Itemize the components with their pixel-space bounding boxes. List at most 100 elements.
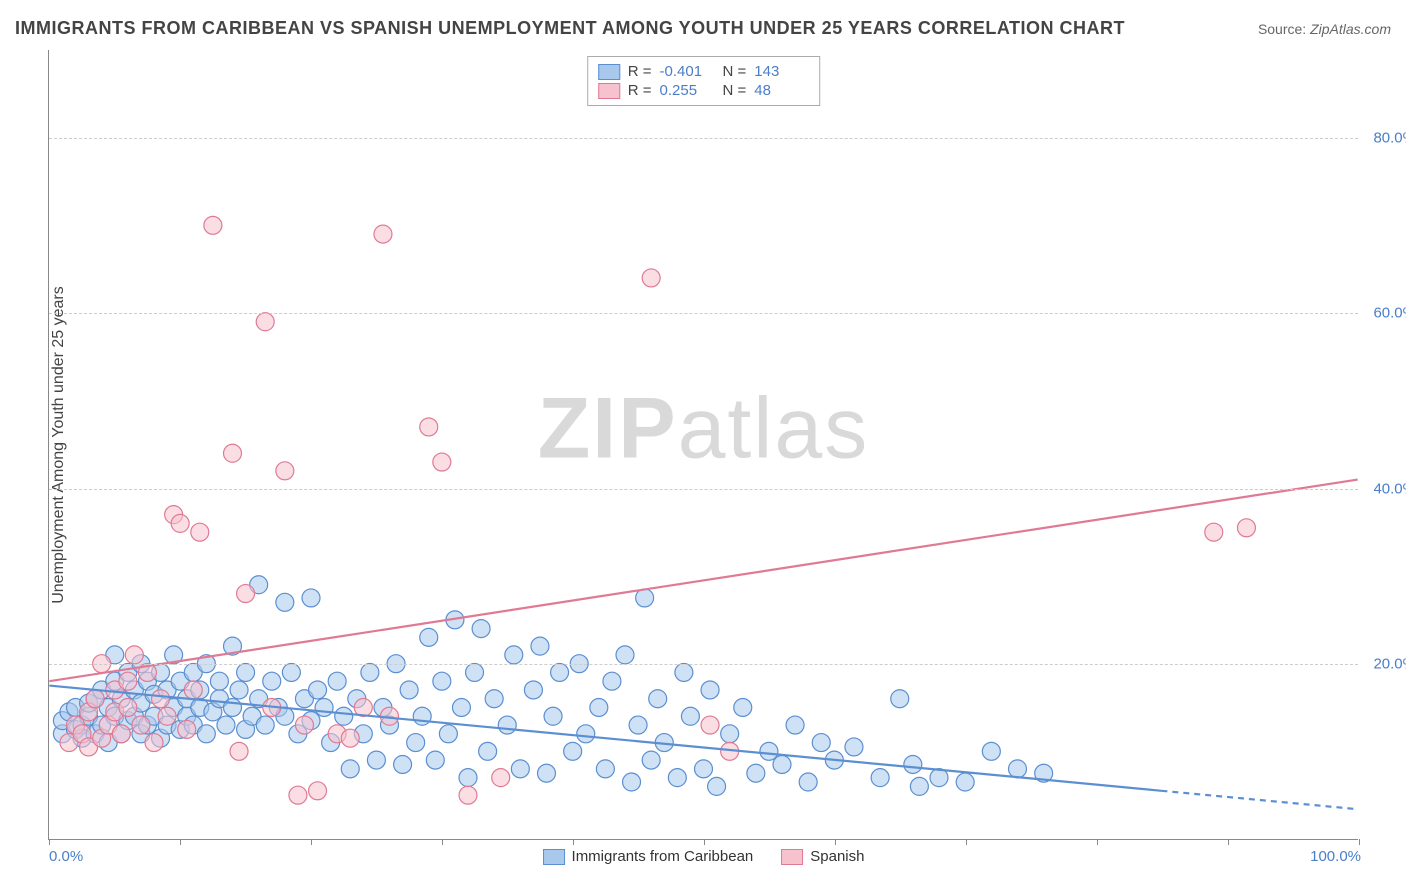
data-point — [224, 699, 242, 717]
y-tick-label: 40.0% — [1361, 480, 1406, 497]
data-point — [86, 690, 104, 708]
data-point — [799, 773, 817, 791]
y-tick-label: 60.0% — [1361, 305, 1406, 322]
data-point — [256, 313, 274, 331]
legend-label-caribbean: Immigrants from Caribbean — [572, 848, 754, 865]
data-point — [675, 663, 693, 681]
x-tick-label: 100.0% — [1310, 848, 1361, 865]
N-value: 48 — [754, 82, 809, 99]
x-tick — [180, 839, 181, 845]
title-bar: IMMIGRANTS FROM CARIBBEAN VS SPANISH UNE… — [15, 18, 1391, 39]
legend-row-spanish: R = 0.255 N = 48 — [598, 82, 810, 99]
data-point — [119, 699, 137, 717]
data-point — [551, 663, 569, 681]
data-point — [668, 769, 686, 787]
data-point — [956, 773, 974, 791]
data-point — [642, 269, 660, 287]
data-point — [152, 690, 170, 708]
grid-line — [49, 313, 1358, 314]
data-point — [433, 672, 451, 690]
data-point — [374, 225, 392, 243]
data-point — [812, 734, 830, 752]
data-point — [531, 637, 549, 655]
data-point — [904, 755, 922, 773]
data-point — [112, 725, 130, 743]
N-label: N = — [723, 63, 747, 80]
data-point — [459, 786, 477, 804]
data-point — [263, 672, 281, 690]
legend-item-spanish: Spanish — [781, 848, 864, 865]
data-point — [910, 777, 928, 795]
source-name: ZipAtlas.com — [1310, 21, 1391, 37]
data-point — [125, 646, 143, 664]
data-point — [596, 760, 614, 778]
y-tick-label: 20.0% — [1361, 656, 1406, 673]
data-point — [309, 782, 327, 800]
legend-row-caribbean: R = -0.401 N = 143 — [598, 63, 810, 80]
x-tick — [311, 839, 312, 845]
x-tick — [442, 839, 443, 845]
grid-line — [49, 664, 1358, 665]
data-point — [309, 681, 327, 699]
data-point — [505, 646, 523, 664]
y-tick-label: 80.0% — [1361, 129, 1406, 146]
data-point — [642, 751, 660, 769]
data-point — [708, 777, 726, 795]
data-point — [204, 216, 222, 234]
data-point — [636, 589, 654, 607]
N-value: 143 — [754, 63, 809, 80]
data-point — [629, 716, 647, 734]
data-point — [747, 764, 765, 782]
data-point — [197, 725, 215, 743]
data-point — [119, 672, 137, 690]
data-point — [341, 760, 359, 778]
data-point — [328, 672, 346, 690]
data-point — [439, 725, 457, 743]
data-point — [871, 769, 889, 787]
R-label: R = — [628, 63, 652, 80]
trend-line-dashed — [1161, 791, 1357, 809]
data-point — [361, 663, 379, 681]
data-point — [315, 699, 333, 717]
data-point — [845, 738, 863, 756]
data-point — [171, 514, 189, 532]
x-tick — [1359, 839, 1360, 845]
legend-item-caribbean: Immigrants from Caribbean — [543, 848, 754, 865]
data-point — [407, 734, 425, 752]
data-point — [420, 418, 438, 436]
x-tick — [573, 839, 574, 845]
swatch-icon — [543, 849, 565, 865]
data-point — [603, 672, 621, 690]
x-tick — [1228, 839, 1229, 845]
data-point — [577, 725, 595, 743]
R-label: R = — [628, 82, 652, 99]
trend-line — [49, 480, 1357, 682]
swatch-icon — [781, 849, 803, 865]
x-tick — [49, 839, 50, 845]
data-point — [289, 786, 307, 804]
data-point — [773, 755, 791, 773]
data-point — [295, 716, 313, 734]
R-value: -0.401 — [660, 63, 715, 80]
R-value: 0.255 — [660, 82, 715, 99]
data-point — [282, 663, 300, 681]
data-point — [420, 628, 438, 646]
data-point — [538, 764, 556, 782]
chart-plot-area: Unemployment Among Youth under 25 years … — [48, 50, 1358, 840]
data-point — [623, 773, 641, 791]
data-point — [452, 699, 470, 717]
N-label: N = — [723, 82, 747, 99]
source-label: Source: — [1258, 21, 1306, 37]
data-point — [786, 716, 804, 734]
data-point — [191, 523, 209, 541]
data-point — [472, 620, 490, 638]
data-point — [184, 681, 202, 699]
data-point — [413, 707, 431, 725]
data-point — [498, 716, 516, 734]
data-point — [302, 589, 320, 607]
x-tick — [1097, 839, 1098, 845]
data-point — [178, 720, 196, 738]
data-point — [485, 690, 503, 708]
scatter-plot-svg — [49, 50, 1358, 839]
data-point — [230, 742, 248, 760]
